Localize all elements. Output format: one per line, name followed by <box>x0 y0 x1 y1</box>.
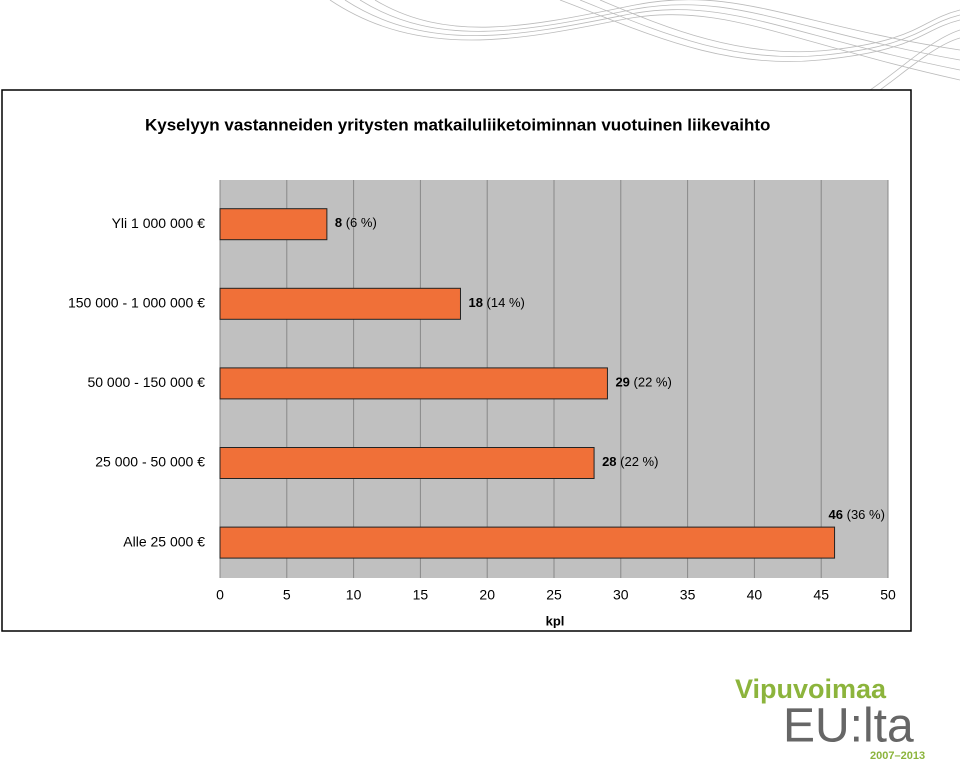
x-tick-label: 50 <box>880 587 896 603</box>
x-tick-label: 20 <box>479 587 495 603</box>
data-label: 29 (22 %) <box>615 375 671 390</box>
data-label: 46 (36 %) <box>829 508 885 523</box>
chart-title: Kyselyyn vastanneiden yritysten matkailu… <box>145 115 770 134</box>
data-label-share: (14 %) <box>483 295 525 310</box>
bar <box>219 208 328 241</box>
ribbon-decoration <box>329 0 960 91</box>
data-label-count: 29 <box>615 375 629 390</box>
data-label-share: (6 %) <box>342 216 377 231</box>
data-label: 8 (6 %) <box>335 216 377 231</box>
x-tick-label: 35 <box>680 587 696 603</box>
x-tick-label: 15 <box>413 587 429 603</box>
y-tick-label: 150 000 - 1 000 000 € <box>68 295 205 311</box>
data-label-count: 18 <box>468 295 482 310</box>
data-label-share: (36 %) <box>843 508 885 523</box>
y-tick-label: 25 000 - 50 000 € <box>95 454 205 470</box>
bar <box>219 287 461 320</box>
x-axis-label: kpl <box>546 613 565 628</box>
data-label-count: 46 <box>829 508 843 523</box>
data-label-count: 8 <box>335 216 342 231</box>
x-tick-label: 5 <box>283 587 291 603</box>
x-tick-label: 40 <box>747 587 763 603</box>
y-tick-label: Alle 25 000 € <box>123 533 205 549</box>
x-tick-label: 30 <box>613 587 629 603</box>
x-tick-label: 45 <box>813 587 829 603</box>
data-label: 28 (22 %) <box>602 454 658 469</box>
bar <box>219 447 595 479</box>
bar <box>219 367 608 400</box>
bar <box>219 526 836 559</box>
x-tick-label: 25 <box>546 587 562 603</box>
logo-line2: EU:lta <box>783 700 914 753</box>
data-label-share: (22 %) <box>617 454 659 469</box>
y-tick-label: Yli 1 000 000 € <box>112 215 206 231</box>
x-tick-label: 0 <box>216 587 224 603</box>
logo-line1: Vipuvoimaa <box>735 674 887 704</box>
data-label: 18 (14 %) <box>468 295 524 310</box>
data-label-share: (22 %) <box>630 375 672 390</box>
x-tick-label: 10 <box>346 587 362 603</box>
y-tick-label: 50 000 - 150 000 € <box>87 374 205 390</box>
data-label-count: 28 <box>602 454 616 469</box>
logo-years: 2007–2013 <box>870 750 925 762</box>
